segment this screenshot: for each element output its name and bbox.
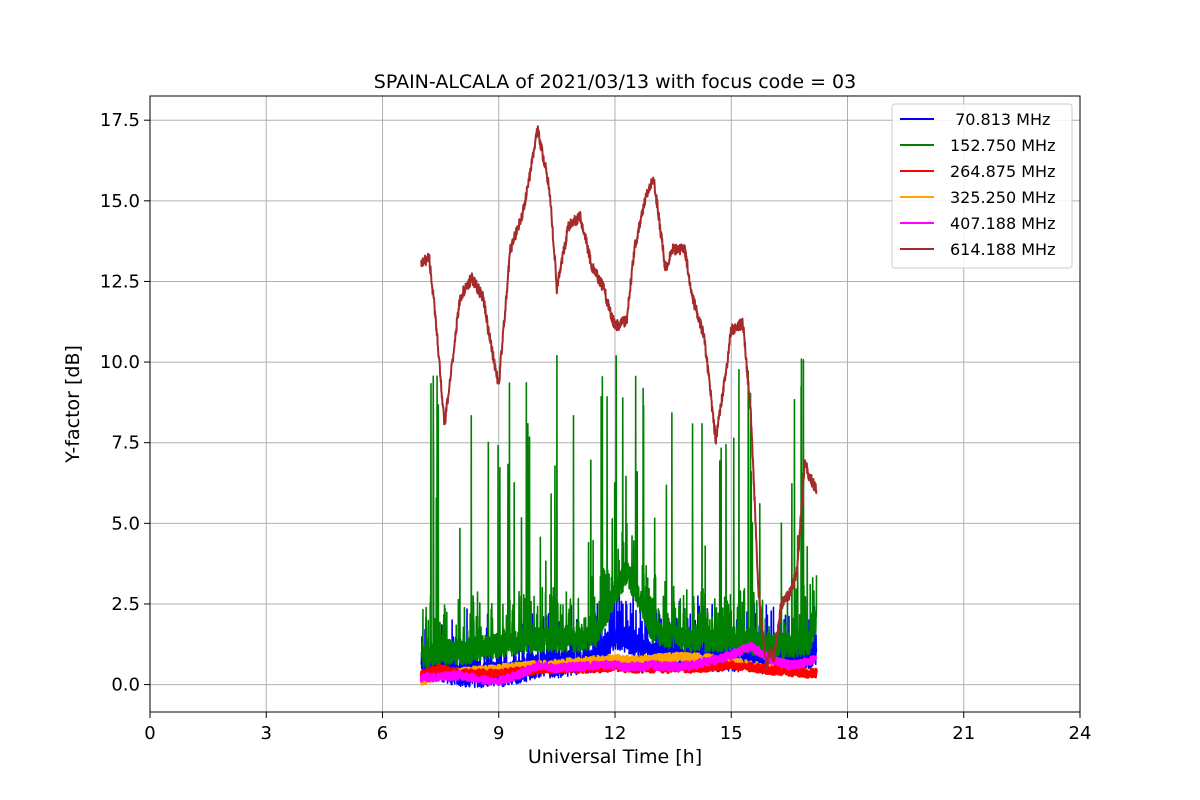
series-line-1 <box>420 354 818 671</box>
x-tick-label: 12 <box>604 723 627 744</box>
x-tick-label: 21 <box>952 723 975 744</box>
x-tick-label: 3 <box>261 723 272 744</box>
x-tick-label: 24 <box>1069 723 1092 744</box>
legend-label: 325.250 MHz <box>950 188 1055 207</box>
legend-label: 70.813 MHz <box>950 110 1050 129</box>
y-tick-label: 12.5 <box>100 271 140 292</box>
x-tick-label: 0 <box>144 723 155 744</box>
series-line-4 <box>419 641 818 687</box>
legend-label: 264.875 MHz <box>950 162 1055 181</box>
series-line-5 <box>420 125 818 671</box>
chart-title: SPAIN-ALCALA of 2021/03/13 with focus co… <box>374 71 856 93</box>
x-axis-label: Universal Time [h] <box>528 746 702 768</box>
x-tick-label: 6 <box>377 723 388 744</box>
y-tick-label: 15.0 <box>100 191 140 212</box>
legend-label: 614.188 MHz <box>950 240 1055 259</box>
y-axis-ticks: 0.0 2.5 5.0 7.5 10.0 12.5 15.0 17.5 <box>100 110 150 696</box>
x-axis-ticks: 0 3 6 9 12 15 18 21 24 <box>144 712 1091 744</box>
y-tick-label: 5.0 <box>111 513 140 534</box>
legend-label: 152.750 MHz <box>950 136 1055 155</box>
legend-label: 407.188 MHz <box>950 214 1055 233</box>
x-tick-label: 18 <box>836 723 859 744</box>
y-tick-label: 0.0 <box>111 675 140 696</box>
x-tick-label: 9 <box>493 723 504 744</box>
y-tick-label: 2.5 <box>111 594 140 615</box>
y-tick-label: 7.5 <box>111 433 140 454</box>
legend: 70.813 MHz 152.750 MHz 264.875 MHz 325.250 … <box>891 103 1073 269</box>
plot-series <box>419 125 818 689</box>
y-tick-label: 10.0 <box>100 352 140 373</box>
y-tick-label: 17.5 <box>100 110 140 131</box>
y-axis-label: Y-factor [dB] <box>62 345 84 464</box>
x-tick-label: 15 <box>720 723 743 744</box>
legend-box <box>891 103 1073 269</box>
